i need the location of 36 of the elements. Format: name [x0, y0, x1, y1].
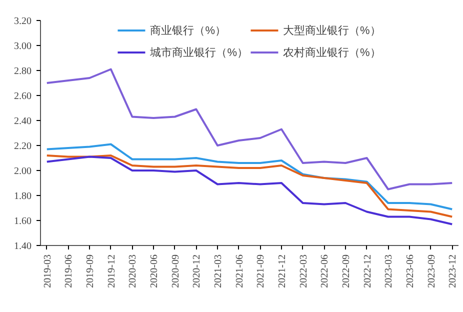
x-tick-label: 2019-03: [42, 254, 54, 288]
y-tick-label: 2.80: [14, 66, 32, 77]
x-tick-label: 2020-09: [170, 254, 182, 288]
x-tick-label: 2022-09: [340, 254, 352, 288]
y-tick-label: 2.20: [14, 141, 32, 152]
x-tick-label: 2020-06: [149, 254, 160, 288]
x-tick-label: 2022-06: [320, 254, 331, 288]
y-tick-label: 3.20: [14, 16, 32, 27]
y-tick-label: 1.80: [14, 191, 32, 202]
x-tick-label: 2023-03: [384, 254, 395, 288]
legend-label: 城市商业银行（%）: [150, 46, 248, 60]
x-tick-label: 2021-12: [276, 254, 288, 288]
y-tick-label: 1.40: [14, 241, 32, 252]
y-tick-label: 1.60: [14, 216, 32, 227]
legend-label: 大型商业银行（%）: [283, 24, 381, 38]
x-tick-label: 2019-06: [64, 254, 75, 288]
line-series: [46, 68, 454, 190]
x-tick-label: 2023-06: [404, 254, 416, 288]
x-tick-label: 2022-03: [298, 254, 310, 288]
x-tick-label: 2019-12: [106, 254, 118, 288]
legend-label: 商业银行（%）: [150, 24, 226, 38]
x-tick-label: 2023-09: [426, 254, 438, 288]
y-tick-label: 3.00: [14, 41, 32, 52]
x-tick-label: 2021-09: [256, 254, 267, 288]
x-tick-label: 2021-03: [213, 254, 224, 288]
line-series: [46, 143, 454, 210]
legend-label: 农村商业银行（%）: [283, 46, 381, 60]
x-tick-label: 2022-12: [362, 254, 374, 288]
x-tick-label: 2019-09: [85, 254, 96, 288]
y-tick-label: 2.60: [14, 91, 32, 102]
x-tick-label: 2021-06: [234, 254, 246, 288]
y-tick-label: 2.00: [14, 166, 32, 177]
y-tick-label: 2.40: [14, 116, 32, 127]
x-tick-label: 2023-12: [448, 254, 459, 288]
x-tick-label: 2020-03: [128, 254, 139, 288]
x-tick-label: 2020-12: [192, 254, 203, 288]
